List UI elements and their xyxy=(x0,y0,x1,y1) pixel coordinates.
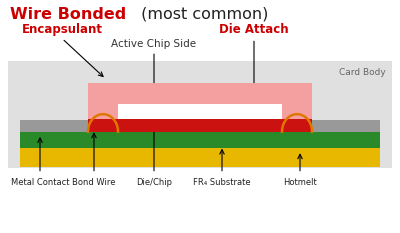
Bar xyxy=(20,120,88,132)
Bar xyxy=(88,119,312,132)
Bar xyxy=(88,83,312,132)
Text: Encapsulant: Encapsulant xyxy=(22,23,102,36)
Text: Active Chip Side: Active Chip Side xyxy=(112,39,196,49)
Bar xyxy=(8,61,392,168)
Bar xyxy=(20,132,380,148)
Bar xyxy=(118,104,282,119)
Text: Die Attach: Die Attach xyxy=(219,23,289,36)
Text: Metal Contact: Metal Contact xyxy=(11,178,69,187)
Text: Wire Bonded: Wire Bonded xyxy=(10,7,126,22)
Text: Card Body: Card Body xyxy=(339,68,386,77)
Bar xyxy=(312,120,380,132)
Text: Die/Chip: Die/Chip xyxy=(136,178,172,187)
Text: Bond Wire: Bond Wire xyxy=(72,178,116,187)
Bar xyxy=(20,148,380,167)
Text: (most common): (most common) xyxy=(136,7,268,22)
Text: FR₄ Substrate: FR₄ Substrate xyxy=(193,178,251,187)
Text: Hotmelt: Hotmelt xyxy=(283,178,317,187)
